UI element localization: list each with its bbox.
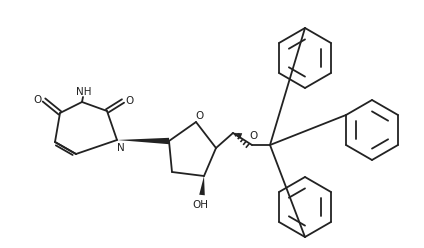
Polygon shape — [117, 138, 169, 144]
Text: O: O — [196, 111, 204, 121]
Text: O: O — [126, 96, 134, 106]
Text: O: O — [34, 95, 42, 105]
Polygon shape — [199, 176, 205, 195]
Text: O: O — [249, 131, 257, 141]
Text: NH: NH — [76, 87, 92, 97]
Text: OH: OH — [192, 200, 208, 210]
Text: N: N — [117, 143, 125, 153]
